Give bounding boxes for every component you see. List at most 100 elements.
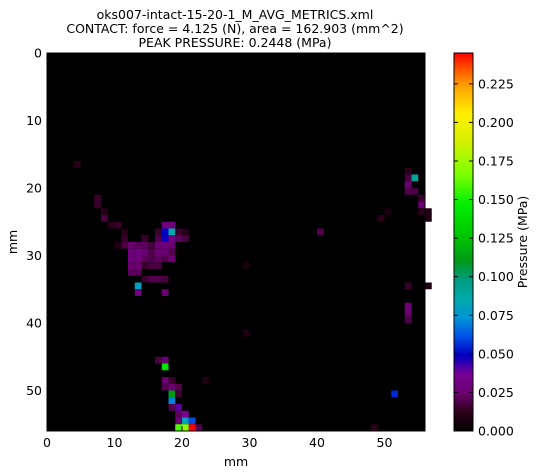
heatmap-cell [161, 255, 169, 263]
heatmap-cell [175, 390, 182, 398]
colorbar-tick-label: 0.125 [478, 231, 514, 246]
heatmap-cell [175, 410, 182, 418]
heatmap-cell [141, 262, 149, 269]
heatmap-cell [168, 397, 176, 404]
heatmap-cell [121, 235, 128, 242]
heatmap-cell [74, 161, 81, 168]
heatmap-cell [155, 242, 162, 249]
colorbar-tick-label: 0.075 [478, 308, 514, 323]
heatmap-cell [182, 410, 189, 418]
y-tick-label: 50 [26, 383, 42, 398]
heatmap-cell [155, 228, 162, 236]
heatmap-cell [195, 424, 203, 431]
heatmap-cell [128, 262, 135, 269]
y-tick-label: 30 [26, 248, 42, 263]
heatmap-cell [384, 208, 392, 215]
heatmap-cell [141, 242, 149, 249]
colorbar-tick-label: 0.000 [478, 424, 514, 439]
heatmap-cell [121, 228, 128, 236]
colorbar-tick-label: 0.150 [478, 192, 514, 207]
heatmap-cell [182, 417, 189, 425]
heatmap-cell [182, 424, 189, 431]
heatmap-cell [101, 208, 108, 215]
heatmap-cell [242, 329, 250, 337]
heatmap-cell [175, 383, 182, 391]
heatmap-cell [155, 356, 162, 364]
x-axis-label: mm [224, 454, 248, 469]
heatmap-cell [161, 363, 169, 371]
x-tick-label: 30 [242, 435, 258, 450]
heatmap-cell [148, 248, 155, 256]
heatmap-cell [168, 242, 176, 249]
heatmap-cell [168, 383, 176, 391]
heatmap-cell [175, 235, 182, 242]
heatmap-cell [168, 377, 176, 384]
heatmap-cell [161, 248, 169, 256]
colorbar-tick-label: 0.175 [478, 154, 514, 169]
heatmap-cell [404, 282, 412, 290]
colorbar-tick-label: 0.100 [478, 269, 514, 284]
heatmap-cell [161, 377, 169, 384]
title-line-3: PEAK PRESSURE: 0.2448 (MPa) [139, 35, 332, 50]
heatmap-cell [168, 221, 176, 229]
x-tick-label: 10 [107, 435, 123, 450]
heatmap-cell [128, 255, 135, 263]
x-tick-label: 0 [43, 435, 51, 450]
heatmap-cell [425, 282, 432, 290]
heatmap-cell [141, 255, 149, 263]
heatmap-cell [175, 417, 182, 425]
heatmap-cell [134, 289, 142, 296]
heatmap-cell [411, 174, 419, 182]
y-tick-label: 20 [26, 181, 42, 196]
colorbar-ticks: 0.000 0.025 0.050 0.075 0.100 0.125 0.150 0.175… [454, 76, 514, 439]
colorbar-tick-label: 0.200 [478, 115, 514, 130]
heatmap-cell [371, 424, 378, 431]
heatmap-cell [182, 228, 189, 236]
heatmap-cell [404, 181, 412, 188]
heatmap-cell [188, 424, 196, 431]
heatmap-cell [404, 302, 412, 310]
heatmap-cell [155, 275, 162, 283]
heatmap-cell [168, 255, 176, 263]
heatmap-cell [141, 248, 149, 256]
title-line-2: CONTACT: force = 4.125 (N), area = 162.9… [66, 21, 403, 36]
heatmap-cell [148, 242, 155, 249]
heatmap-cell [168, 390, 176, 398]
heatmap-cell [94, 194, 101, 202]
colorbar-label: Pressure (MPa) [515, 196, 530, 289]
y-tick-label: 0 [34, 46, 42, 61]
heatmap-cell [161, 235, 169, 242]
x-axis: 0 10 20 30 40 50 [43, 53, 392, 450]
heatmap-cell [121, 242, 128, 249]
heatmap-cell [161, 275, 169, 283]
heatmap-cell [404, 188, 412, 195]
heatmap-cell [114, 242, 122, 249]
y-tick-label: 10 [26, 113, 42, 128]
heatmap-cell [404, 316, 412, 323]
heatmap-cell [155, 262, 162, 269]
x-tick-label: 50 [377, 435, 393, 450]
heatmap-cell [404, 309, 412, 317]
heatmap-cell [128, 269, 135, 276]
x-tick-label: 20 [174, 435, 190, 450]
heatmap-cell [155, 255, 162, 263]
heatmap-cell [168, 235, 176, 242]
y-axis-label: mm [5, 230, 20, 254]
heatmap-cell [182, 235, 189, 242]
heatmap-cell [128, 242, 135, 249]
heatmap-cells [74, 161, 432, 431]
heatmap-cell [404, 167, 412, 175]
heatmap-cell [114, 221, 122, 229]
heatmap-cell [175, 228, 182, 236]
heatmap-cell [418, 194, 425, 202]
heatmap-cell [148, 275, 155, 283]
heatmap-cell [377, 215, 385, 222]
heatmap-cell [175, 404, 182, 411]
y-tick-label: 40 [26, 316, 42, 331]
heatmap-cell [411, 188, 419, 195]
heatmap-cell [202, 377, 209, 384]
heatmap-cell [134, 255, 142, 263]
heatmap-cell [161, 221, 169, 229]
heatmap-cell [404, 174, 412, 182]
